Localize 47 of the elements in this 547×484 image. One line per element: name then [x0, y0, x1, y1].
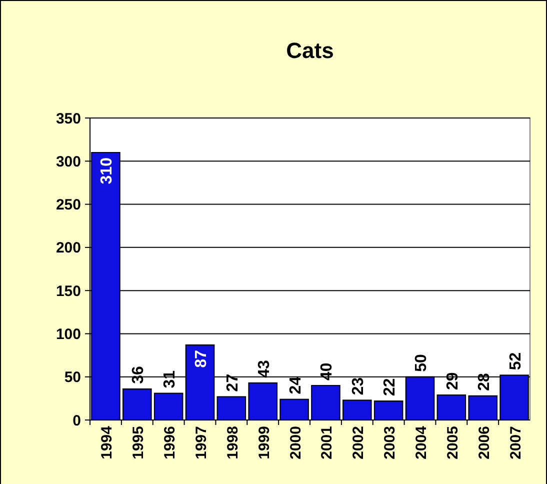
data-label: 310 — [98, 157, 116, 184]
y-tick-label: 200 — [56, 240, 81, 257]
chart-title: Cats — [286, 38, 334, 63]
y-tick-label: 250 — [56, 196, 81, 214]
x-tick-label: 1997 — [193, 426, 210, 460]
x-tick-label: 2002 — [350, 426, 368, 460]
x-tick-label: 1995 — [130, 426, 148, 460]
bar — [280, 398, 309, 420]
data-label: 22 — [382, 378, 399, 396]
data-label: 23 — [350, 377, 368, 396]
data-label: 28 — [476, 372, 493, 391]
bar — [374, 400, 404, 420]
data-label: 43 — [256, 360, 273, 378]
data-label: 27 — [224, 374, 242, 392]
data-label: 40 — [318, 362, 336, 380]
bar — [436, 394, 466, 420]
bar — [154, 392, 184, 420]
data-label: 52 — [507, 352, 524, 370]
x-tick-label: 2001 — [318, 426, 336, 460]
x-tick-label: 2005 — [444, 426, 462, 460]
y-tick-label: 50 — [64, 369, 81, 386]
bar — [342, 400, 372, 420]
x-tick-label: 2007 — [507, 426, 524, 460]
bar — [311, 384, 340, 420]
y-tick-label: 350 — [56, 110, 81, 128]
y-tick-label: 100 — [56, 326, 81, 343]
data-label: 87 — [193, 350, 210, 368]
x-tick-label: 2006 — [476, 426, 493, 460]
bar — [468, 395, 498, 420]
bar — [216, 396, 246, 420]
data-label: 29 — [444, 372, 462, 390]
bar — [122, 388, 152, 420]
y-tick-label: 0 — [72, 412, 81, 430]
y-tick-label: 300 — [56, 153, 81, 170]
x-tick-label: 2004 — [413, 425, 430, 460]
bar — [248, 382, 278, 420]
x-tick-label: 2000 — [287, 426, 304, 460]
data-label: 31 — [162, 370, 179, 388]
data-label: 24 — [287, 376, 304, 394]
x-tick-label: 1999 — [256, 426, 273, 460]
x-tick-label: 1996 — [162, 426, 179, 460]
x-tick-label: 1998 — [224, 426, 242, 460]
x-tick-label: 1994 — [98, 425, 116, 460]
data-label: 36 — [130, 366, 148, 384]
data-label: 50 — [413, 354, 430, 372]
y-tick-label: 150 — [56, 282, 81, 300]
x-tick-label: 2003 — [382, 426, 399, 460]
